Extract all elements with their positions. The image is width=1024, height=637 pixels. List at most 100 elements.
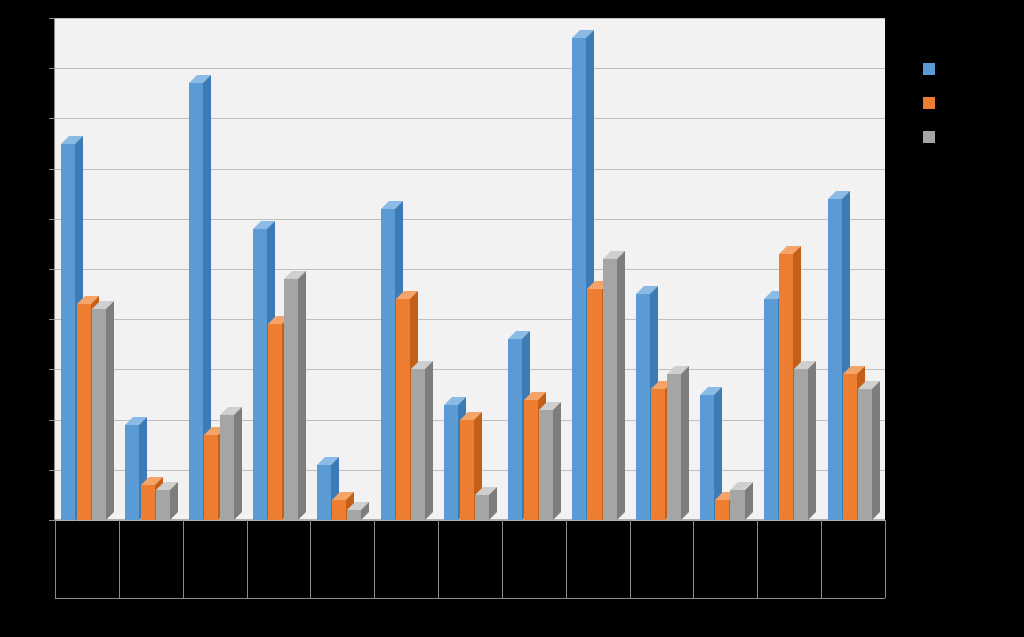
bar [125,425,139,520]
bar-front [539,410,553,520]
bar-front [220,415,234,520]
y-tick [49,319,55,320]
bar-front [411,369,425,520]
bar [651,389,665,520]
bar [715,500,729,520]
bar-front [715,500,729,520]
gridline [55,118,885,119]
bar [858,389,872,520]
bar [603,259,617,520]
bar-side [872,381,880,520]
y-tick [49,219,55,220]
bar [77,304,91,520]
bar-front [253,229,267,520]
bar-front [651,389,665,520]
legend-swatch [923,97,935,109]
x-axis-lower-rule [55,598,885,599]
bar [156,490,170,520]
bar-front [204,435,218,520]
bar [587,289,601,520]
gridline [55,219,885,220]
bar [317,465,331,520]
category-separator [374,520,375,598]
legend-item [923,62,935,80]
y-tick [49,420,55,421]
bar [636,294,650,520]
bar [396,299,410,520]
bar [475,495,489,520]
bar [411,369,425,520]
bar-front [141,485,155,520]
legend-item [923,130,935,148]
bar-front [587,289,601,520]
bar-front [603,259,617,520]
bar-side [617,251,625,520]
category-separator [119,520,120,598]
bar [730,490,744,520]
y-tick [49,18,55,19]
y-tick [49,470,55,471]
bar-front [444,405,458,520]
bar [141,485,155,520]
bar-front [156,490,170,520]
bar-front [460,420,474,520]
bar [539,410,553,520]
bar [61,144,75,521]
bar-front [764,299,778,520]
category-separator [885,520,886,598]
category-separator [310,520,311,598]
bar-front [347,510,361,520]
bar-front [92,309,106,520]
gridline [55,319,885,320]
bar [284,279,298,520]
bar [268,324,282,520]
bar [843,374,857,520]
bar-front [828,199,842,520]
bar-front [396,299,410,520]
gridline [55,269,885,270]
bar [92,309,106,520]
bar-front [508,339,522,520]
bar-side [553,402,561,520]
category-separator [502,520,503,598]
bar-front [843,374,857,520]
bar-front [667,374,681,520]
category-separator [693,520,694,598]
bar-front [858,389,872,520]
bar-front [730,490,744,520]
category-separator [247,520,248,598]
category-separator [55,520,56,598]
bar [794,369,808,520]
bar-side [681,366,689,520]
bar-front [524,400,538,520]
y-tick [49,369,55,370]
y-tick [49,269,55,270]
bar [444,405,458,520]
bar-front [332,500,346,520]
bar-side [298,271,306,520]
bar [828,199,842,520]
y-tick [49,118,55,119]
bar-front [779,254,793,520]
bar-front [381,209,395,520]
bar-front [700,395,714,521]
bar-side [425,361,433,520]
bar-side [234,407,242,520]
bar-front [268,324,282,520]
bar-front [189,83,203,520]
bar [204,435,218,520]
y-tick [49,68,55,69]
bar-front [284,279,298,520]
bar [253,229,267,520]
bar [779,254,793,520]
bar [524,400,538,520]
bar [347,510,361,520]
category-separator [438,520,439,598]
bar [381,209,395,520]
bar [764,299,778,520]
bar [572,38,586,520]
category-separator [183,520,184,598]
bar [667,374,681,520]
bar-front [475,495,489,520]
bar [189,83,203,520]
